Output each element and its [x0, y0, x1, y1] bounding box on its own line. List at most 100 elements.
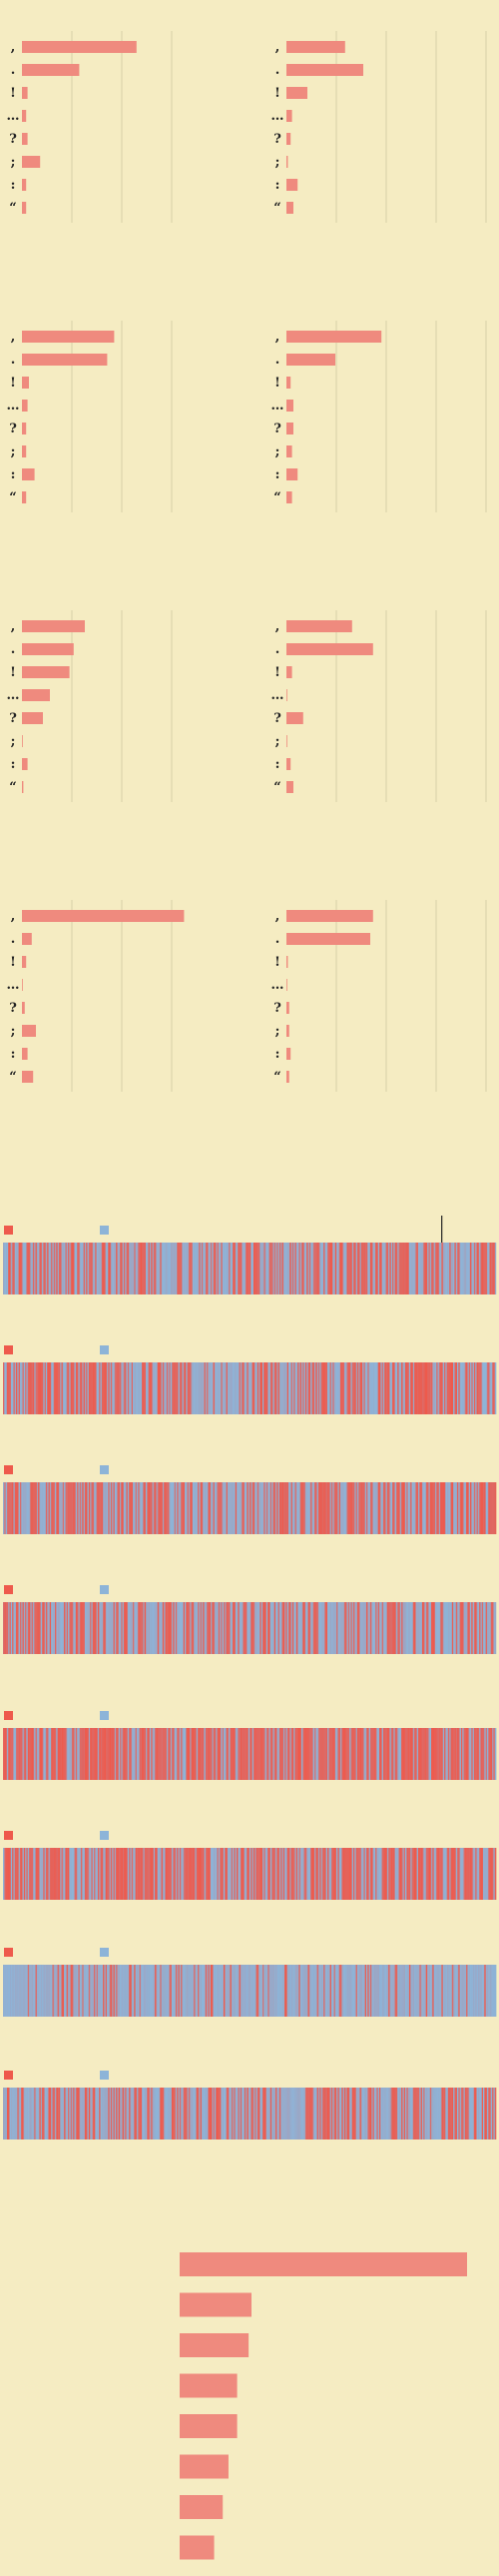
strip-cell [359, 1243, 362, 1294]
strip-cell [82, 1728, 84, 1780]
strip-cell [201, 1362, 204, 1414]
strip-cell [84, 1728, 87, 1780]
strip-cell [278, 1243, 281, 1294]
strip-cell [342, 1602, 345, 1654]
strip-cell [293, 1482, 295, 1534]
strip-cell [159, 1482, 161, 1534]
strip-cell [366, 1728, 368, 1780]
strip-cell [477, 2088, 480, 2140]
strip-cell [258, 1362, 260, 1414]
strip-cell [92, 1602, 95, 1654]
strip-cell [458, 1848, 460, 1900]
strip-cell [209, 1728, 212, 1780]
strip-cell [188, 1848, 191, 1900]
strip-cell [360, 1848, 363, 1900]
strip-cell [126, 1728, 129, 1780]
strip-cell [424, 2088, 427, 2140]
strip-cell [408, 1243, 411, 1294]
strip-cell [213, 1848, 216, 1900]
strip-cell [25, 1602, 27, 1654]
strip-cell [40, 1848, 43, 1900]
strip-cell [198, 1728, 200, 1780]
strip-cell [377, 1362, 380, 1414]
strip-cell [382, 1243, 385, 1294]
strip-cell [250, 1848, 252, 1900]
strip-cell [196, 2088, 199, 2140]
strip-cell [289, 1243, 291, 1294]
strip-cell [165, 1482, 168, 1534]
strip-cell [375, 1362, 377, 1414]
strip-cell [319, 1243, 321, 1294]
strip-cell [114, 2088, 117, 2140]
strip-cell [113, 1965, 116, 2017]
strip-cell [444, 2088, 446, 2140]
strip-cell [405, 1362, 407, 1414]
strip-cell [432, 2088, 434, 2140]
strip-cell [233, 1728, 235, 1780]
strip-cell [471, 1362, 473, 1414]
strip-cell [162, 1362, 165, 1414]
strip-cell [166, 1362, 169, 1414]
strip-cell [53, 1848, 56, 1900]
strip-cell [35, 1362, 38, 1414]
strip-cell [329, 1482, 332, 1534]
strip-cell [103, 1602, 105, 1654]
strip-cell [412, 2088, 415, 2140]
strip-cell [488, 1602, 490, 1654]
strip-cell [345, 1602, 347, 1654]
strip-cell [470, 1482, 472, 1534]
strip-cell [18, 1728, 21, 1780]
strip-cell [121, 2088, 123, 2140]
strip-cell [60, 2088, 62, 2140]
strip-cell [341, 1728, 343, 1780]
strip-cell [4, 1243, 6, 1294]
strip-cell [69, 1362, 71, 1414]
strip-cell [142, 2088, 144, 2140]
strip-cell [290, 1482, 293, 1534]
strip-cell [483, 1848, 485, 1900]
strip-cell [319, 1965, 321, 2017]
strip-cell [243, 1362, 246, 1414]
strip-cell [242, 1965, 244, 2017]
strip-cell [294, 1848, 297, 1900]
strip-cell [451, 1728, 454, 1780]
strip-cell [68, 1482, 70, 1534]
strip-cell [454, 1482, 457, 1534]
strip-cell [211, 1243, 213, 1294]
strip-cell [172, 1965, 174, 2017]
strip-cell [363, 1728, 366, 1780]
strip-cell [333, 1848, 336, 1900]
bar [286, 400, 293, 412]
strip-cell [386, 2088, 389, 2140]
strip-cell [99, 1728, 101, 1780]
strip-cell [294, 1482, 297, 1534]
strip-cell [293, 1728, 295, 1780]
strip-cell [16, 1728, 18, 1780]
strip-cell [57, 1728, 60, 1780]
strip-cell [411, 1362, 414, 1414]
strip-cell [108, 1362, 110, 1414]
strip-cell [187, 1243, 190, 1294]
strip-cell [433, 1482, 436, 1534]
strip-cell [346, 1482, 349, 1534]
strip-cell [327, 1848, 329, 1900]
bar [286, 331, 382, 343]
strip-cell [121, 1848, 123, 1900]
strip-cell [130, 1243, 133, 1294]
strip-cell [298, 1728, 301, 1780]
strip-cell [196, 1243, 199, 1294]
strip-cell [56, 1362, 58, 1414]
bar [22, 979, 23, 991]
strip-cell [238, 1728, 240, 1780]
strip-cell [173, 1602, 175, 1654]
strip-cell [381, 1362, 384, 1414]
strip-cell [122, 1728, 125, 1780]
strip-cell [83, 1965, 86, 2017]
strip-cell [484, 1848, 486, 1900]
strip-cell [264, 1848, 267, 1900]
strip-cell [375, 1243, 377, 1294]
strip-cell [138, 1243, 140, 1294]
strip-cell [126, 1243, 129, 1294]
strip-cell [52, 1965, 55, 2017]
strip-cell [281, 1482, 284, 1534]
